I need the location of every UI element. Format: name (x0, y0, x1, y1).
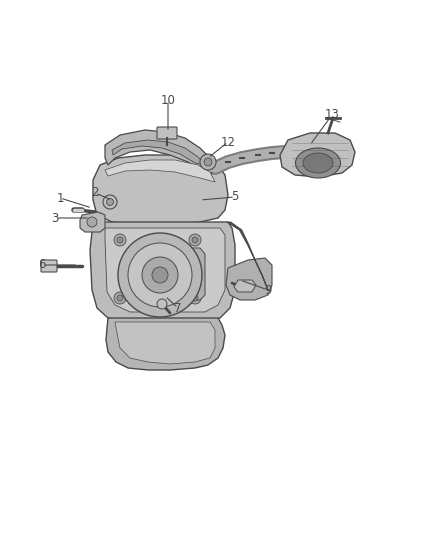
Polygon shape (134, 255, 196, 297)
Polygon shape (93, 155, 228, 224)
Circle shape (87, 217, 97, 227)
Text: 1: 1 (56, 191, 64, 205)
Text: 10: 10 (161, 93, 176, 107)
Text: 3: 3 (51, 212, 59, 224)
Polygon shape (280, 133, 355, 177)
Circle shape (189, 292, 201, 304)
Polygon shape (226, 258, 272, 300)
FancyBboxPatch shape (41, 260, 57, 272)
Polygon shape (115, 322, 215, 364)
Polygon shape (125, 248, 205, 300)
Circle shape (114, 234, 126, 246)
Circle shape (114, 292, 126, 304)
Polygon shape (105, 228, 225, 312)
Polygon shape (105, 160, 215, 182)
Ellipse shape (296, 148, 340, 178)
Polygon shape (112, 140, 205, 165)
Circle shape (192, 295, 198, 301)
Text: 13: 13 (325, 109, 339, 122)
Circle shape (204, 158, 212, 166)
Text: 6: 6 (38, 259, 46, 271)
Polygon shape (80, 212, 105, 232)
Circle shape (157, 299, 167, 309)
Circle shape (117, 237, 123, 243)
Text: 12: 12 (220, 135, 236, 149)
FancyBboxPatch shape (157, 127, 177, 139)
Circle shape (200, 154, 216, 170)
Circle shape (106, 198, 113, 206)
Text: 2: 2 (91, 187, 99, 199)
Polygon shape (234, 280, 256, 292)
Polygon shape (106, 318, 225, 370)
Circle shape (118, 233, 202, 317)
Circle shape (142, 257, 178, 293)
Text: 9: 9 (264, 284, 272, 296)
Text: 7: 7 (174, 302, 182, 314)
Circle shape (152, 267, 168, 283)
Polygon shape (90, 222, 235, 322)
Circle shape (189, 234, 201, 246)
Circle shape (103, 195, 117, 209)
Ellipse shape (303, 153, 333, 173)
Circle shape (192, 237, 198, 243)
Circle shape (117, 295, 123, 301)
Circle shape (128, 243, 192, 307)
Polygon shape (105, 130, 215, 175)
Text: 5: 5 (231, 190, 239, 204)
